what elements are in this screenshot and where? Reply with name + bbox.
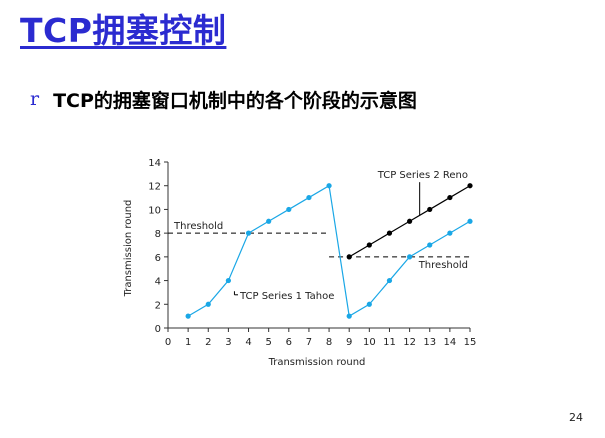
x-tick-label: 7: [306, 337, 312, 348]
x-tick-label: 15: [464, 337, 477, 348]
x-tick-label: 4: [245, 337, 251, 348]
reno-series-point: [346, 254, 352, 260]
y-tick-label: 12: [148, 182, 161, 193]
x-tick-label: 12: [403, 337, 416, 348]
x-tick-label: 14: [443, 337, 456, 348]
x-tick-label: 13: [423, 337, 436, 348]
y-tick-label: 6: [155, 253, 161, 264]
threshold-label-1: Threshold: [173, 221, 223, 232]
page-number: 24: [569, 411, 583, 424]
x-tick-label: 1: [185, 337, 191, 348]
tahoe-series-point: [286, 206, 292, 213]
tahoe-series-point: [266, 218, 272, 224]
tahoe-series-point: [225, 277, 231, 284]
tahoe-series-point: [245, 230, 252, 236]
reno-series-point: [407, 218, 413, 224]
reno-series-point: [366, 242, 372, 248]
x-tick-label: 2: [205, 337, 211, 348]
tahoe-series-point: [386, 277, 393, 284]
x-tick-label: 0: [165, 337, 171, 348]
x-tick-label: 10: [363, 337, 376, 348]
reno-legend-label: TCP Series 2 Reno: [377, 170, 468, 181]
reno-series-point: [427, 206, 433, 213]
tahoe-series-point: [407, 254, 413, 260]
reno-series-point: [447, 194, 453, 201]
tahoe-series-point: [346, 313, 352, 319]
bullet-item: r TCP的拥塞窗口机制中的各个阶段的示意图: [30, 86, 417, 113]
bullet-icon: r: [30, 88, 40, 110]
reno-series-point: [467, 183, 473, 189]
x-tick-label: 11: [383, 337, 396, 348]
bullet-text: TCP的拥塞窗口机制中的各个阶段的示意图: [53, 90, 417, 112]
slide-title: TCP拥塞控制: [20, 11, 227, 50]
x-axis-label: Transmission round: [268, 357, 366, 368]
y-tick-label: 0: [155, 324, 161, 335]
tahoe-series-point: [427, 242, 433, 248]
tahoe-series-point: [366, 301, 372, 307]
reno-series-point: [386, 230, 393, 236]
tahoe-series-point: [447, 230, 453, 236]
x-tick-label: 9: [346, 337, 352, 348]
x-tick-label: 6: [286, 337, 292, 348]
tahoe-series-point: [185, 313, 191, 319]
tahoe-series-point: [467, 218, 473, 224]
y-tick-label: 8: [155, 229, 161, 240]
tahoe-series-point: [326, 183, 332, 189]
y-axis-label: Transmission round: [123, 200, 134, 298]
tahoe-legend-label: TCP Series 1 Tahoe: [239, 291, 334, 302]
x-tick-label: 8: [326, 337, 332, 348]
y-tick-label: 14: [148, 158, 161, 169]
threshold-label-2: Threshold: [418, 260, 468, 271]
tahoe-series-point: [306, 194, 312, 201]
y-tick-label: 4: [155, 277, 161, 288]
x-tick-label: 5: [265, 337, 271, 348]
x-tick-label: 3: [225, 337, 231, 348]
y-tick-label: 10: [148, 205, 161, 216]
y-tick-label: 2: [155, 300, 161, 311]
tahoe-series-point: [205, 301, 211, 307]
